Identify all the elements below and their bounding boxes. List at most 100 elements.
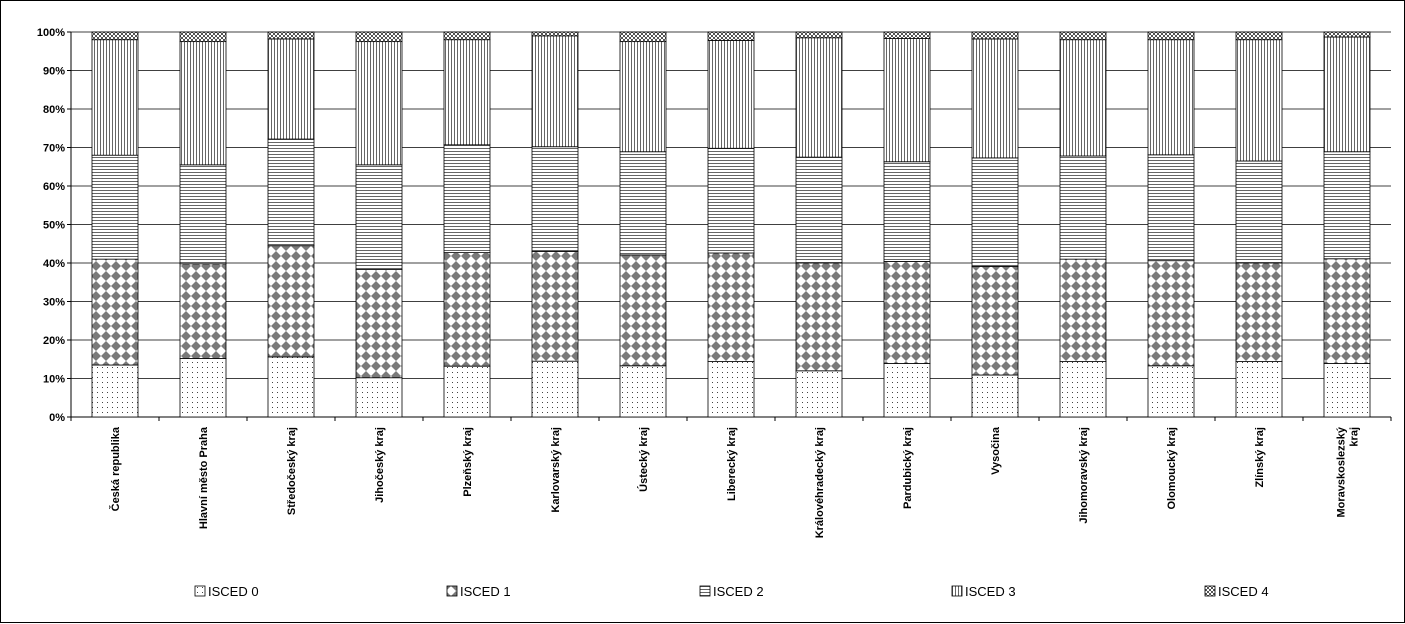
y-tick-labels: 0% 10% 20% 30% 40% 50% 60% 70% 80% 90% 100% xyxy=(37,27,65,424)
legend-swatch xyxy=(951,585,963,597)
bar-segment xyxy=(619,31,667,43)
bar-segment xyxy=(1235,262,1283,362)
bar-segment xyxy=(1059,39,1107,157)
bar-segment xyxy=(883,31,931,39)
x-tick-label: Moravskoslezský xyxy=(1336,426,1348,517)
bar-segment xyxy=(707,147,755,254)
bar-segment xyxy=(355,31,403,43)
x-tick-label: Plzeňský kraj xyxy=(462,427,474,497)
x-tick-label: Jihočeský kraj xyxy=(374,427,386,503)
bar-segment xyxy=(1059,258,1107,362)
bar-segment xyxy=(91,154,139,260)
bar-segment xyxy=(1235,160,1283,264)
bar-segment xyxy=(1147,39,1195,156)
bar-segment xyxy=(179,358,227,418)
bar-segment xyxy=(443,39,491,146)
bar-segment xyxy=(267,38,315,140)
legend-label: ISCED 3 xyxy=(965,584,1016,599)
x-tick-label-group: Moravskoslezský kraj xyxy=(1336,426,1361,517)
bar-segment xyxy=(355,377,403,418)
bar-segment xyxy=(619,254,667,367)
bar-segment xyxy=(91,39,139,156)
bar-segment xyxy=(795,37,843,158)
bar-segment xyxy=(795,156,843,264)
bar-segment xyxy=(1147,365,1195,418)
x-tick-label-group: Karlovarský kraj xyxy=(550,427,562,513)
x-tick-label: Ústecký kraj xyxy=(637,427,650,492)
x-tick-label: Jihomoravský kraj xyxy=(1078,427,1090,524)
bar-segment xyxy=(531,35,579,148)
bar-segment xyxy=(443,31,491,41)
x-tick-label: Zlínský kraj xyxy=(1254,427,1266,488)
x-tick-label-group: Středočeský kraj xyxy=(286,427,298,515)
x-tick-labels: Česká republika Hlavní město Praha Středoč… xyxy=(109,426,1361,538)
y-tick-label: 10% xyxy=(43,374,65,386)
bar-segment xyxy=(707,361,755,418)
bar-segment xyxy=(1323,258,1371,364)
bar-segment xyxy=(883,261,931,364)
bar-segment xyxy=(443,252,491,367)
x-tick-label: kraj xyxy=(1349,427,1361,447)
y-tick-label: 0% xyxy=(49,412,65,424)
x-tick-label: Královéhradecký kraj xyxy=(814,427,826,538)
legend-label: ISCED 2 xyxy=(713,584,764,599)
y-tick-label: 20% xyxy=(43,335,65,347)
legend-swatch xyxy=(446,585,458,597)
legend-swatch xyxy=(1204,585,1216,597)
bars xyxy=(91,31,1371,418)
x-tick-label: Pardubický kraj xyxy=(902,427,914,509)
bar-segment xyxy=(971,38,1019,159)
x-tick-label: Karlovarský kraj xyxy=(550,427,562,513)
x-tick-label-group: Královéhradecký kraj xyxy=(814,427,826,538)
bar-segment xyxy=(443,365,491,418)
x-tick-label-group: Česká republika xyxy=(109,426,122,511)
x-tick-label-group: Ústecký kraj xyxy=(637,427,650,492)
bar-segment xyxy=(443,144,491,254)
bar-segment xyxy=(91,31,139,41)
bar-segment xyxy=(619,151,667,256)
x-tick-label: Česká republika xyxy=(109,426,122,511)
bar-segment xyxy=(1323,31,1371,38)
x-tick-label-group: Jihočeský kraj xyxy=(374,427,386,503)
legend-label: ISCED 1 xyxy=(460,584,511,599)
bar-segment xyxy=(355,41,403,166)
y-tick-label: 100% xyxy=(37,27,65,39)
bar-segment xyxy=(707,40,755,149)
y-tick-label: 50% xyxy=(43,220,65,232)
bar-segment xyxy=(883,161,931,262)
bar-segment xyxy=(91,258,139,366)
legend-swatch xyxy=(194,585,206,597)
bar-segment xyxy=(1059,31,1107,41)
bar-segment xyxy=(1235,31,1283,41)
bar-segment xyxy=(619,365,667,418)
y-tick-label: 90% xyxy=(43,66,65,78)
bar-segment xyxy=(267,245,315,358)
bar-segment xyxy=(795,370,843,418)
bar-segment xyxy=(91,364,139,418)
bar-segment xyxy=(1323,36,1371,153)
bar-segment xyxy=(1147,154,1195,262)
y-tick-label: 30% xyxy=(43,297,65,309)
x-tick-label: Olomoucký kraj xyxy=(1166,427,1178,510)
x-tick-label: Hlavní město Praha xyxy=(198,426,210,529)
legend: ISCED 0 ISCED 1 ISCED 2 ISCED 3 ISCED 4 xyxy=(194,584,1269,599)
x-tick-label-group: Hlavní město Praha xyxy=(198,426,210,529)
bar-segment xyxy=(971,374,1019,418)
y-tick-label: 60% xyxy=(43,181,65,193)
bar-segment xyxy=(531,251,579,362)
bar-segment xyxy=(355,269,403,379)
bar-segment xyxy=(707,31,755,41)
bar-segment xyxy=(1235,39,1283,162)
bar-segment xyxy=(971,266,1019,376)
bar-segment xyxy=(971,157,1019,267)
bar-segment xyxy=(1323,363,1371,418)
bar-segment xyxy=(1323,151,1371,260)
bar-segment xyxy=(619,41,667,153)
x-tick-label: Liberecký kraj xyxy=(726,427,738,501)
bar-segment xyxy=(179,164,227,265)
y-tick-label: 40% xyxy=(43,258,65,270)
x-tick-label-group: Vysočina xyxy=(990,426,1002,475)
bar-segment xyxy=(1147,260,1195,367)
bar-segment xyxy=(179,31,227,43)
